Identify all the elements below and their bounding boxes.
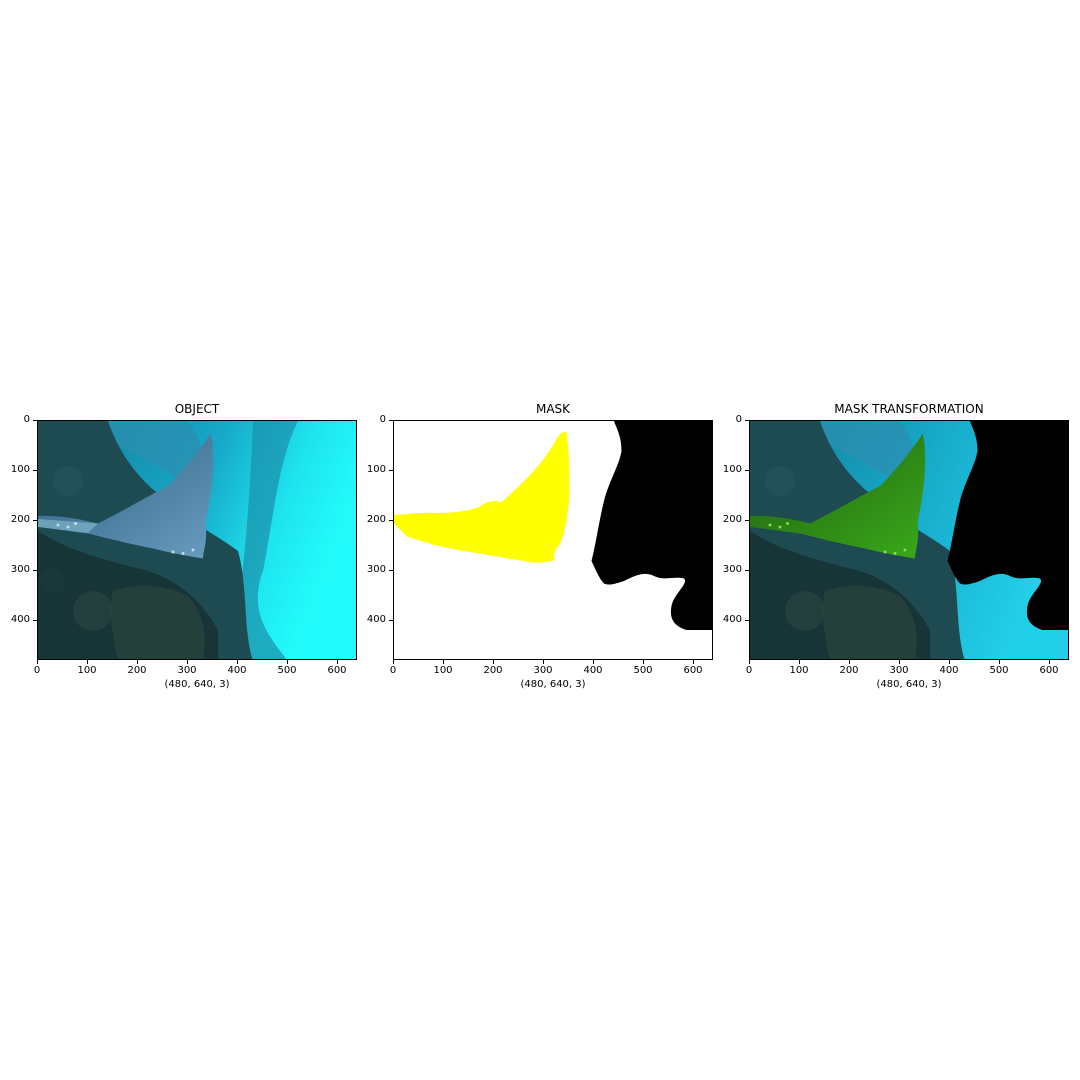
y-tick-label: 300 bbox=[10, 564, 30, 575]
panel-title: OBJECT bbox=[174, 402, 220, 416]
y-tick-label: 300 bbox=[366, 564, 386, 575]
y-tick-label: 100 bbox=[10, 464, 30, 475]
mask-plot bbox=[393, 420, 713, 660]
x-tick-label: 300 bbox=[177, 665, 197, 676]
image-shape-label: (480, 640, 3) bbox=[876, 679, 942, 690]
y-tick-label: 0 bbox=[23, 414, 30, 425]
x-tick-label: 200 bbox=[127, 665, 147, 676]
image-shape-label: (480, 640, 3) bbox=[520, 679, 586, 690]
x-tick-label: 100 bbox=[789, 665, 809, 676]
transformed-photo bbox=[750, 421, 1068, 659]
x-tick-label: 300 bbox=[889, 665, 909, 676]
x-tick-label: 600 bbox=[1039, 665, 1059, 676]
x-tick-label: 0 bbox=[33, 665, 41, 676]
x-tick-label: 0 bbox=[389, 665, 397, 676]
y-tick-label: 0 bbox=[379, 414, 386, 425]
x-tick-label: 300 bbox=[533, 665, 553, 676]
segmentation-mask bbox=[394, 421, 712, 659]
x-tick-label: 200 bbox=[483, 665, 503, 676]
x-tick-label: 100 bbox=[77, 665, 97, 676]
panel-title: MASK TRANSFORMATION bbox=[834, 402, 984, 416]
x-tick-label: 400 bbox=[583, 665, 603, 676]
x-tick-label: 0 bbox=[745, 665, 753, 676]
y-tick-label: 100 bbox=[722, 464, 742, 475]
x-tick-label: 600 bbox=[683, 665, 703, 676]
x-tick-label: 200 bbox=[839, 665, 859, 676]
x-tick-label: 500 bbox=[633, 665, 653, 676]
x-tick-label: 600 bbox=[327, 665, 347, 676]
image-shape-label: (480, 640, 3) bbox=[164, 679, 230, 690]
x-tick-label: 400 bbox=[939, 665, 959, 676]
panel-title: MASK bbox=[535, 402, 571, 416]
x-tick-label: 500 bbox=[989, 665, 1009, 676]
y-tick-label: 400 bbox=[366, 614, 386, 625]
image-plot bbox=[37, 420, 357, 660]
y-tick-label: 0 bbox=[735, 414, 742, 425]
x-tick-label: 100 bbox=[433, 665, 453, 676]
y-tick-label: 400 bbox=[10, 614, 30, 625]
x-tick-label: 400 bbox=[227, 665, 247, 676]
y-tick-label: 200 bbox=[722, 514, 742, 525]
y-tick-label: 200 bbox=[366, 514, 386, 525]
x-tick-label: 500 bbox=[277, 665, 297, 676]
transformed-plot bbox=[749, 420, 1069, 660]
y-tick-label: 200 bbox=[10, 514, 30, 525]
y-tick-label: 300 bbox=[722, 564, 742, 575]
underwater-photo bbox=[38, 421, 356, 659]
y-tick-label: 400 bbox=[722, 614, 742, 625]
y-tick-label: 100 bbox=[366, 464, 386, 475]
